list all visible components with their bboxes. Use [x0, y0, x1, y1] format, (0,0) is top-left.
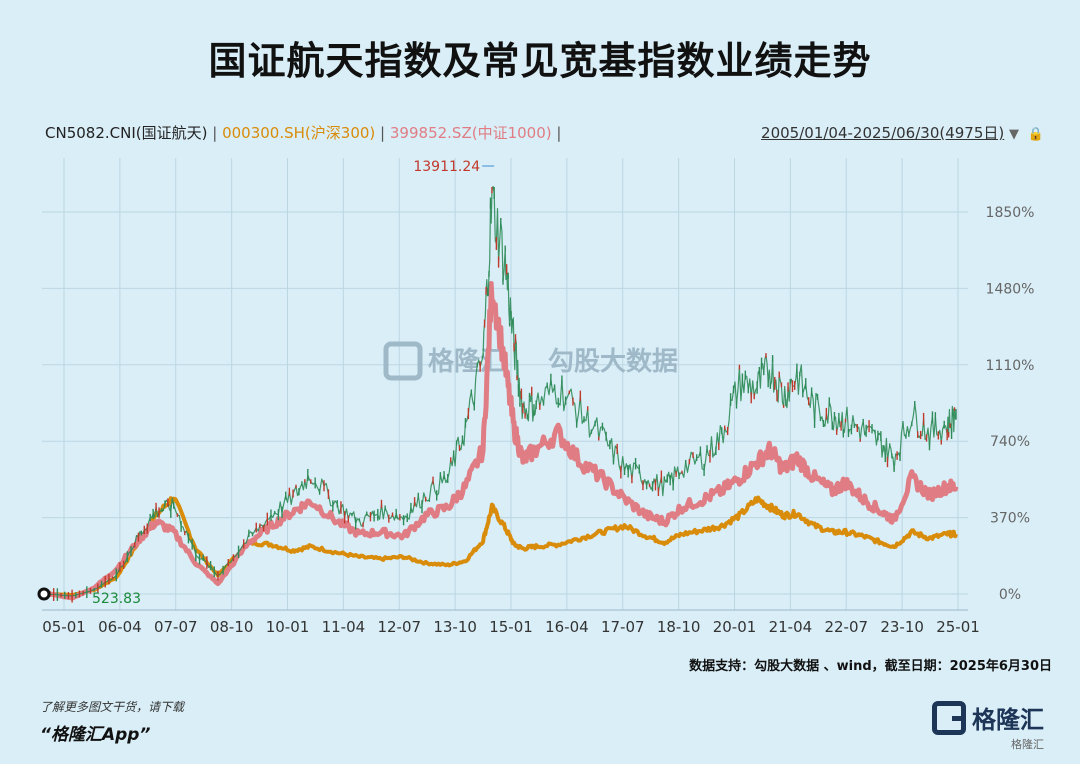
max-value-label: 13911.24: [413, 159, 480, 175]
y-tick-label: 740%: [990, 434, 1030, 450]
legend: CN5082.CNI(国证航天) | 000300.SH(沪深300) | 39…: [45, 122, 561, 143]
x-tick-label: 11-04: [322, 618, 366, 636]
min-value-label: 523.83: [92, 591, 141, 607]
footer-app-name: “格隆汇App”: [40, 725, 151, 745]
brand-name: 格隆汇: [972, 706, 1044, 734]
chart-title: 国证航天指数及常见宽基指数业绩走势: [208, 39, 872, 83]
y-tick-label: 0%: [999, 587, 1021, 603]
x-tick-label: 23-10: [880, 618, 924, 636]
x-tick-label: 10-01: [266, 618, 310, 636]
watermark-right: 勾股大数据: [548, 347, 678, 377]
chart-annotations: 13911.24 523.83: [37, 159, 495, 607]
y-tick-label: 1110%: [986, 358, 1035, 374]
date-range-text[interactable]: 2005/01/04-2025/06/30(4975日): [761, 124, 1005, 142]
x-tick-label: 22-07: [824, 618, 868, 636]
x-tick-label: 18-10: [657, 618, 701, 636]
x-tick-label: 08-10: [210, 618, 254, 636]
series-aerospace-candles: [49, 186, 957, 603]
data-source: 数据支持：勾股大数据 、wind，截至日期：2025年6月30日: [689, 659, 1052, 674]
brand-sub: 格隆汇: [1011, 738, 1044, 751]
legend-separator: |: [380, 124, 386, 142]
x-tick-label: 17-07: [601, 618, 645, 636]
x-tick-label: 15-01: [489, 618, 533, 636]
x-tick-label: 07-07: [154, 618, 198, 636]
watermark-left: 格隆汇: [428, 346, 506, 377]
y-tick-label: 1480%: [986, 281, 1035, 297]
series-csi1000-line: [49, 281, 959, 601]
y-tick-label: 370%: [990, 511, 1030, 527]
series-aerospace-line: [49, 185, 957, 597]
x-axis-ticks: 05-01 06-04 07-07 08-10 10-01 11-04 12-07 13-10…: [42, 618, 980, 636]
x-tick-label: 13-10: [433, 618, 477, 636]
legend-item-hs300[interactable]: 000300.SH(沪深300): [222, 124, 376, 142]
chart-series: [49, 185, 959, 603]
x-tick-label: 05-01: [42, 618, 86, 636]
x-tick-label: 25-01: [936, 618, 980, 636]
x-tick-label: 21-04: [769, 618, 813, 636]
brand-logo: 格隆汇: [932, 700, 1044, 735]
brand-g-icon: [932, 700, 966, 735]
date-range-selector[interactable]: 2005/01/04-2025/06/30(4975日) ▼ 🔒: [761, 122, 1044, 143]
x-tick-label: 12-07: [377, 618, 421, 636]
y-axis-ticks: 0% 370% 740% 1110% 1480% 1850%: [986, 205, 1035, 603]
footer-note: 了解更多图文干货，请下载: [40, 700, 185, 714]
legend-separator: |: [556, 124, 562, 142]
watermark-logo-icon: [383, 341, 423, 381]
watermark: 格隆汇 勾股大数据: [383, 341, 678, 381]
x-tick-label: 16-04: [545, 618, 589, 636]
x-tick-label: 20-01: [713, 618, 757, 636]
legend-item-csi1000[interactable]: 399852.SZ(中证1000): [389, 124, 552, 142]
legend-separator: |: [212, 124, 218, 142]
lock-icon[interactable]: 🔒: [1027, 127, 1044, 142]
start-marker-icon: [37, 587, 51, 601]
dropdown-triangle-icon[interactable]: ▼: [1009, 127, 1020, 142]
y-tick-label: 1850%: [986, 205, 1035, 221]
x-tick-label: 06-04: [98, 618, 142, 636]
legend-item-aerospace[interactable]: CN5082.CNI(国证航天): [45, 124, 208, 142]
